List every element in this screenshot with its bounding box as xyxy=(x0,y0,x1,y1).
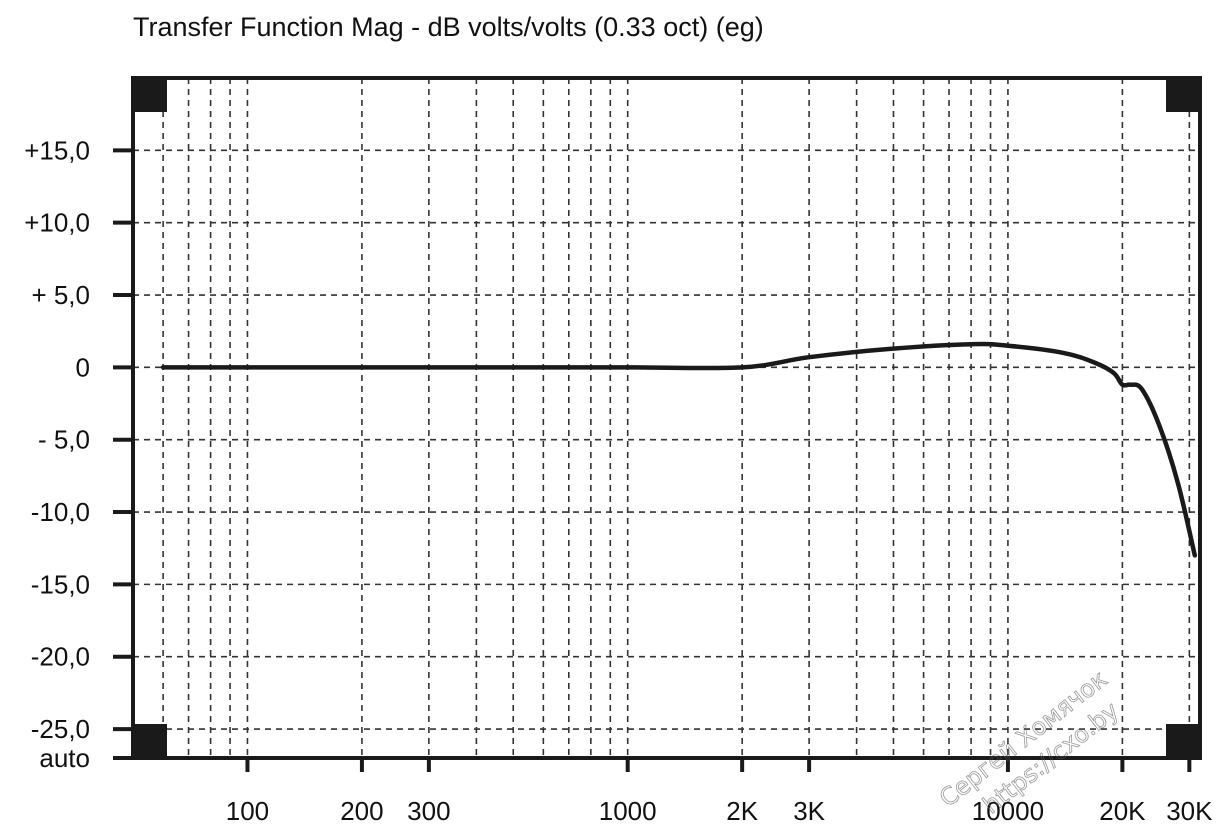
y-tick-label: -25,0 xyxy=(31,714,90,744)
plot-border xyxy=(131,76,1202,760)
series-layer xyxy=(160,341,1198,558)
x-tick-label: 10000 xyxy=(972,796,1044,826)
x-tick-label: 200 xyxy=(340,796,383,826)
corner-block xyxy=(133,78,167,112)
x-tick-label: 300 xyxy=(407,796,450,826)
y-tick-label: 0 xyxy=(76,352,90,382)
corner-block xyxy=(133,724,167,758)
y-axis: +15,0 +10,0 + 5,0 0 - 5,0 -10,0 -15,0 -20,0 -25,… xyxy=(24,135,133,773)
plot-frame xyxy=(131,76,1202,760)
corner-block xyxy=(1166,78,1200,112)
chart-title: Transfer Function Mag - dB volts/volts (… xyxy=(133,12,764,42)
x-tick-label: 2K xyxy=(726,796,758,826)
x-tick-label: 1000 xyxy=(599,796,657,826)
y-tick-label: +15,0 xyxy=(24,135,90,165)
x-tick-label: 100 xyxy=(226,796,269,826)
y-tick-label: +10,0 xyxy=(24,208,90,238)
y-tick-label: -20,0 xyxy=(31,642,90,672)
x-tick-label: 3K xyxy=(793,796,825,826)
grid-lines xyxy=(133,78,1200,758)
x-tick-label: 20K xyxy=(1099,796,1146,826)
y-tick-label: - 5,0 xyxy=(38,425,90,455)
corner-block xyxy=(1166,724,1200,758)
x-tick-label: 30K xyxy=(1166,796,1213,826)
y-tick-label: -15,0 xyxy=(31,569,90,599)
series-line xyxy=(160,341,1198,558)
y-auto-label: auto xyxy=(39,743,90,773)
y-tick-label: + 5,0 xyxy=(31,280,90,310)
y-tick-label: -10,0 xyxy=(31,497,90,527)
x-axis: 100 200 300 1000 2K 3K 10000 20K 30K xyxy=(226,758,1213,826)
